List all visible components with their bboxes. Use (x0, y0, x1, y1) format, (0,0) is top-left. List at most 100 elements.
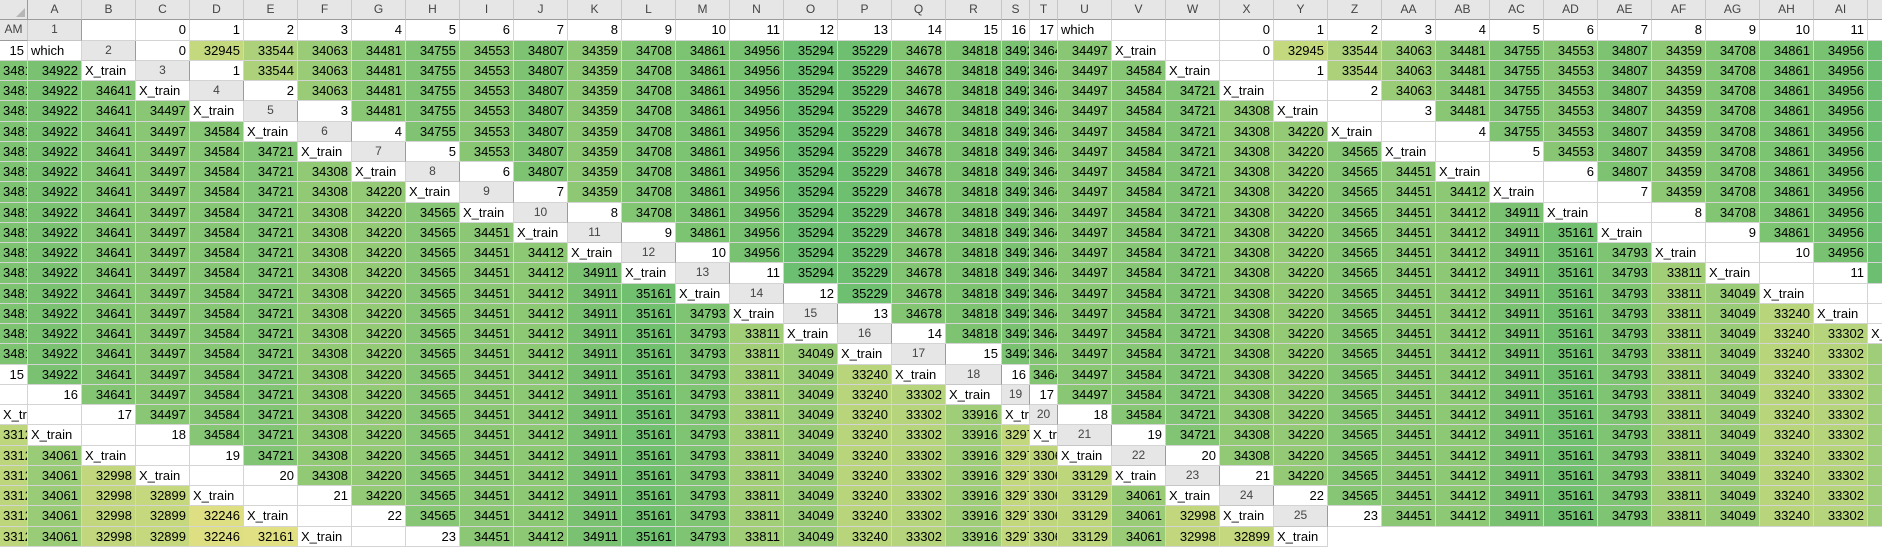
left-data-cell[interactable]: 34721 (1166, 81, 1220, 102)
left-data-cell[interactable]: 34565 (1328, 182, 1382, 203)
right-data-cell[interactable]: 34922 (28, 283, 82, 304)
right-data-cell[interactable]: 34049 (784, 344, 838, 365)
left-data-cell[interactable]: 34220 (1274, 344, 1328, 365)
column-header-ad[interactable]: AD (1544, 0, 1598, 21)
left-data-cell[interactable]: 35294 (784, 141, 838, 162)
spacer-cell[interactable] (1166, 40, 1220, 61)
left-index-cell[interactable]: 21 (1220, 465, 1274, 486)
right-data-cell[interactable]: 34451 (460, 465, 514, 486)
row-header-10[interactable]: 10 (514, 202, 568, 223)
left-data-cell[interactable]: 34818 (946, 40, 1002, 61)
left-data-cell[interactable]: 33811 (1652, 303, 1706, 324)
right-data-cell[interactable]: 34641 (82, 344, 136, 365)
row-header-23[interactable]: 23 (1166, 465, 1220, 486)
left-data-cell[interactable]: 33811 (1652, 324, 1706, 345)
left-data-cell[interactable]: 34565 (1328, 263, 1382, 284)
right-data-cell[interactable]: 34565 (406, 243, 460, 264)
left-which-cell[interactable]: X_train (28, 425, 82, 446)
right-index-cell[interactable]: 2 (1328, 81, 1382, 102)
left-which-cell[interactable]: X_train (1166, 60, 1220, 81)
left-data-cell[interactable]: 34412 (1436, 303, 1490, 324)
right-data-cell[interactable]: 34818 (0, 60, 28, 81)
left-data-cell[interactable]: 35161 (1544, 283, 1598, 304)
right-data-cell[interactable]: 33916 (946, 465, 1002, 486)
right-data-cell[interactable]: 34451 (460, 222, 514, 243)
left-data-cell[interactable]: 34308 (1220, 121, 1274, 142)
left-index-cell[interactable]: 5 (406, 141, 460, 162)
left-data-cell[interactable]: 34678 (892, 101, 946, 122)
right-data-cell[interactable]: 34481 (1436, 81, 1490, 102)
right-data-cell[interactable]: 32977 (1002, 486, 1030, 507)
spacer-cell[interactable] (82, 425, 136, 446)
left-data-cell[interactable]: 34911 (1490, 405, 1544, 426)
right-data-cell[interactable]: 34793 (676, 324, 730, 345)
left-data-cell[interactable]: 34956 (730, 222, 784, 243)
right-header-cell[interactable]: 15 (0, 40, 28, 61)
right-data-cell[interactable]: 34584 (190, 243, 244, 264)
left-data-cell[interactable]: 33240 (1760, 506, 1814, 527)
right-data-cell[interactable]: 34308 (298, 384, 352, 405)
right-data-cell[interactable]: 34861 (1760, 162, 1814, 183)
right-data-cell[interactable]: 34220 (352, 202, 406, 223)
left-data-cell[interactable]: 34412 (1436, 263, 1490, 284)
right-data-cell[interactable]: 33811 (730, 384, 784, 405)
right-data-cell[interactable]: 33240 (838, 526, 892, 547)
right-index-cell[interactable]: 8 (1652, 202, 1706, 223)
right-data-cell[interactable]: 34721 (244, 324, 298, 345)
left-data-cell[interactable]: 35294 (784, 40, 838, 61)
right-which-cell[interactable]: X_train (1058, 445, 1112, 466)
right-data-cell[interactable]: 33302 (892, 384, 946, 405)
left-index-cell[interactable]: 0 (136, 40, 190, 61)
left-data-cell[interactable]: 34793 (1598, 506, 1652, 527)
left-index-cell[interactable]: 16 (1002, 364, 1030, 385)
left-data-cell[interactable]: 34678 (892, 222, 946, 243)
right-data-cell[interactable]: 33062 (1030, 526, 1058, 547)
left-header-cell[interactable] (82, 20, 136, 41)
left-data-cell[interactable]: 34308 (1220, 303, 1274, 324)
left-data-cell[interactable]: 35294 (784, 121, 838, 142)
right-data-cell[interactable]: 34818 (0, 344, 28, 365)
right-data-cell[interactable]: 34553 (1544, 81, 1598, 102)
right-data-cell[interactable]: 34451 (460, 506, 514, 527)
right-data-cell[interactable]: 34911 (568, 303, 622, 324)
left-data-cell[interactable]: 33916 (1868, 384, 1882, 405)
left-data-cell[interactable]: 34721 (1166, 384, 1220, 405)
spacer-cell[interactable] (1220, 60, 1274, 81)
left-data-cell[interactable]: 34497 (1058, 324, 1112, 345)
left-index-cell[interactable]: 12 (784, 283, 838, 304)
right-data-cell[interactable]: 34565 (406, 465, 460, 486)
left-data-cell[interactable]: 34922 (1002, 40, 1030, 61)
left-data-cell[interactable]: 34641 (1030, 364, 1058, 385)
right-data-cell[interactable]: 33811 (730, 486, 784, 507)
right-data-cell[interactable]: 34641 (82, 141, 136, 162)
spacer-cell[interactable] (244, 486, 298, 507)
right-data-cell[interactable]: 34641 (82, 222, 136, 243)
left-data-cell[interactable]: 33302 (1814, 486, 1868, 507)
right-header-cell[interactable]: 6 (1544, 20, 1598, 41)
right-data-cell[interactable]: 34721 (244, 283, 298, 304)
left-header-cell[interactable]: 16 (1002, 20, 1030, 41)
left-data-cell[interactable]: 33240 (1760, 324, 1814, 345)
column-header-v[interactable]: V (1112, 0, 1166, 21)
row-header-25[interactable]: 25 (1274, 506, 1328, 527)
right-data-cell[interactable]: 34641 (82, 303, 136, 324)
left-data-cell[interactable]: 34565 (1328, 425, 1382, 446)
left-data-cell[interactable]: 34721 (1166, 263, 1220, 284)
spacer-cell[interactable] (136, 445, 190, 466)
left-header-cell[interactable]: 2 (244, 20, 298, 41)
right-header-cell[interactable]: 8 (1652, 20, 1706, 41)
left-header-cell[interactable]: 6 (460, 20, 514, 41)
left-header-cell[interactable]: 9 (622, 20, 676, 41)
left-data-cell[interactable]: 35229 (838, 243, 892, 264)
left-which-cell[interactable]: X_train (190, 486, 244, 507)
left-data-cell[interactable]: 34049 (1706, 344, 1760, 365)
row-header-5[interactable]: 5 (244, 101, 298, 122)
left-data-cell[interactable]: 34818 (946, 141, 1002, 162)
left-data-cell[interactable]: 34818 (946, 283, 1002, 304)
left-data-cell[interactable]: 33916 (1868, 425, 1882, 446)
column-header-x[interactable]: X (1220, 0, 1274, 21)
left-data-cell[interactable]: 34565 (1328, 486, 1382, 507)
right-data-cell[interactable]: 34359 (1652, 81, 1706, 102)
right-data-cell[interactable]: 34793 (676, 344, 730, 365)
column-header-i[interactable]: I (460, 0, 514, 21)
